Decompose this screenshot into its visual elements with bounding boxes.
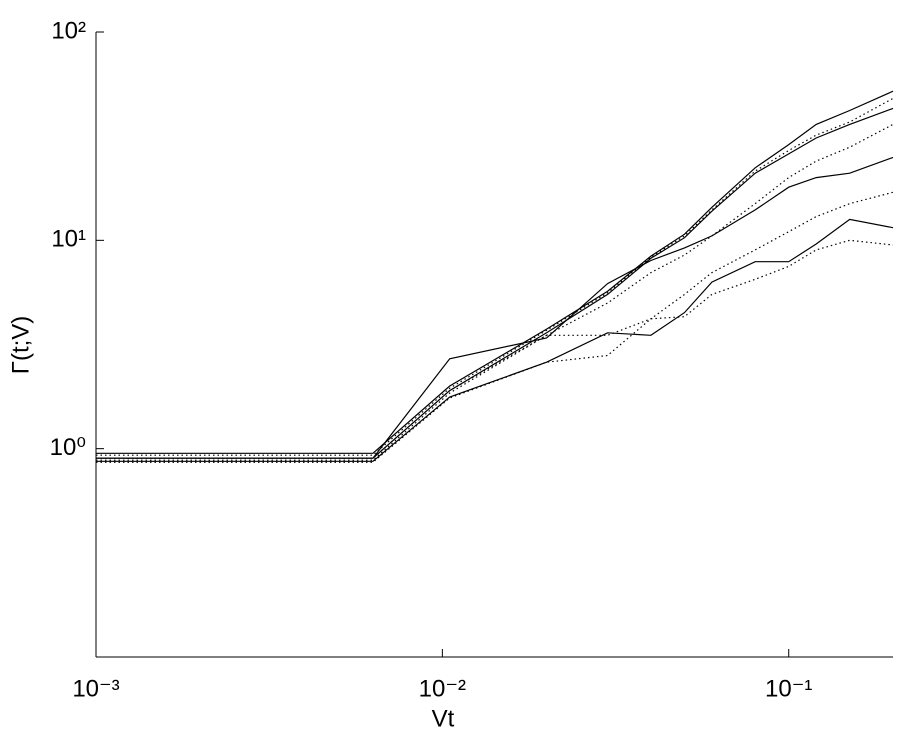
x-tick-label: 10⁻¹ — [765, 675, 812, 702]
y-axis-label: Γ(t;V) — [7, 316, 34, 375]
series-line — [96, 97, 894, 456]
x-axis-label: Vt — [432, 705, 455, 732]
series-line — [96, 156, 894, 459]
series-line — [96, 90, 894, 454]
y-tick-label: 10¹ — [51, 226, 86, 253]
series-line — [96, 239, 894, 463]
series-line — [96, 218, 894, 462]
x-tick-label: 10⁻³ — [72, 675, 119, 702]
series-line — [96, 123, 894, 459]
y-tick-label: 10⁰ — [50, 434, 86, 461]
series-line — [96, 191, 894, 461]
series-line — [96, 107, 894, 459]
y-tick-label: 10² — [51, 17, 86, 44]
x-tick-label: 10⁻² — [419, 675, 466, 702]
